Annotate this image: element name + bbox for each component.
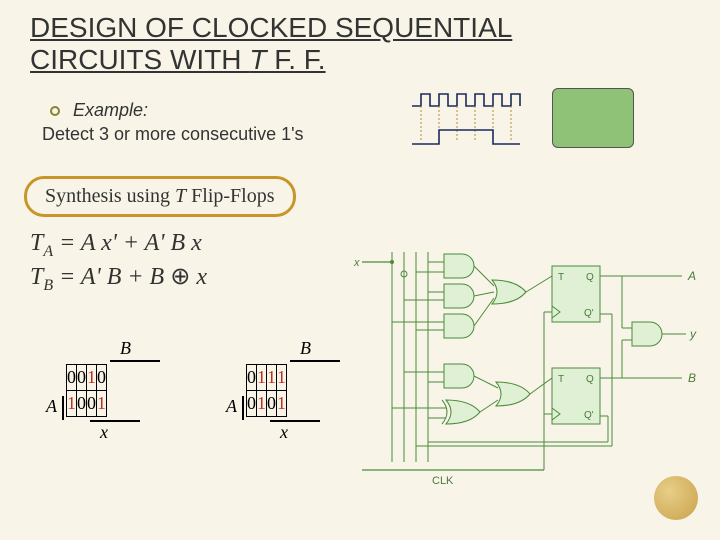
kmap1-B-label: B xyxy=(120,338,131,359)
svg-text:Q': Q' xyxy=(584,308,594,319)
eq2-xor: ⊕ xyxy=(170,264,190,290)
example-bullet: Example: xyxy=(50,100,148,121)
eq1-sub: A xyxy=(43,243,53,260)
kmap-cell: 1 xyxy=(87,365,97,391)
svg-text:A: A xyxy=(687,269,696,283)
kmap-cell: 0 xyxy=(77,391,87,417)
kmap-cell: 1 xyxy=(267,365,277,391)
eq1-T: T xyxy=(30,230,43,256)
slide-title: DESIGN OF CLOCKED SEQUENTIAL CIRCUITS WI… xyxy=(30,12,512,76)
kmap-cell: 1 xyxy=(277,391,287,417)
equations: TA = A x' + A' B x TB = A' B + B ⊕ x xyxy=(30,228,207,296)
kmap1-A-label: A xyxy=(46,396,57,417)
kmap2-x-label: x xyxy=(280,422,288,443)
kmap2-x-bar xyxy=(270,420,320,422)
kmap1-A-bar xyxy=(62,396,64,420)
example-label: Example: xyxy=(73,100,148,120)
title-T: T xyxy=(249,44,266,75)
svg-text:Q: Q xyxy=(586,272,594,283)
block-box xyxy=(552,88,634,148)
eq2-sub: B xyxy=(43,277,53,294)
example-desc: Detect 3 or more consecutive 1's xyxy=(42,124,304,145)
eq2-a: = A' B + B xyxy=(53,264,170,290)
kmap-cell: 0 xyxy=(267,391,277,417)
svg-text:y: y xyxy=(689,327,697,341)
synth-c: Flip-Flops xyxy=(186,185,274,207)
kmap2-A-bar xyxy=(242,396,244,420)
svg-text:T: T xyxy=(558,374,564,385)
title-line2a: CIRCUITS WITH xyxy=(30,44,249,75)
kmap1-B-bar xyxy=(110,360,160,362)
kmap2-B-label: B xyxy=(300,338,311,359)
svg-text:B: B xyxy=(688,371,696,385)
eq2-b: x xyxy=(190,264,207,290)
kmap2-A-label: A xyxy=(226,396,237,417)
title-line1: DESIGN OF CLOCKED SEQUENTIAL xyxy=(30,12,512,43)
waveform-diagram xyxy=(410,90,535,150)
kmap-cell: 1 xyxy=(257,365,267,391)
kmap1-grid: 00101001 xyxy=(66,364,107,417)
kmap-cell: 1 xyxy=(277,365,287,391)
kmap-cell: 0 xyxy=(87,391,97,417)
kmap-cell: 0 xyxy=(77,365,87,391)
kmap1-x-bar xyxy=(90,420,140,422)
svg-text:x: x xyxy=(353,257,360,269)
title-line2c: F. F. xyxy=(266,44,325,75)
svg-text:Q': Q' xyxy=(584,410,594,421)
synth-a: Synthesis using xyxy=(45,185,175,207)
synth-T: T xyxy=(175,185,186,207)
synthesis-heading: Synthesis using T Flip-Flops xyxy=(24,176,296,217)
svg-text:Q: Q xyxy=(586,374,594,385)
decorative-circle xyxy=(654,476,698,520)
kmap-cell: 1 xyxy=(257,391,267,417)
kmap2-B-bar xyxy=(290,360,340,362)
kmap-cell: 0 xyxy=(67,365,77,391)
eq-TA: TA = A x' + A' B x xyxy=(30,228,207,262)
kmap1-x-label: x xyxy=(100,422,108,443)
kmap-cell: 0 xyxy=(97,365,107,391)
eq2-T: T xyxy=(30,264,43,290)
kmap-cell: 1 xyxy=(67,391,77,417)
svg-text:CLK: CLK xyxy=(432,475,454,487)
eq1-body: = A x' + A' B x xyxy=(53,230,202,256)
kmap-cell: 0 xyxy=(247,365,257,391)
circuit-diagram: x T Q Q' A T Q Q' By CLK xyxy=(352,232,704,492)
kmap-cell: 0 xyxy=(247,391,257,417)
eq-TB: TB = A' B + B ⊕ x xyxy=(30,262,207,296)
svg-text:T: T xyxy=(558,272,564,283)
kmap-cell: 1 xyxy=(97,391,107,417)
kmap2-grid: 01110101 xyxy=(246,364,287,417)
bullet-icon xyxy=(50,106,60,116)
